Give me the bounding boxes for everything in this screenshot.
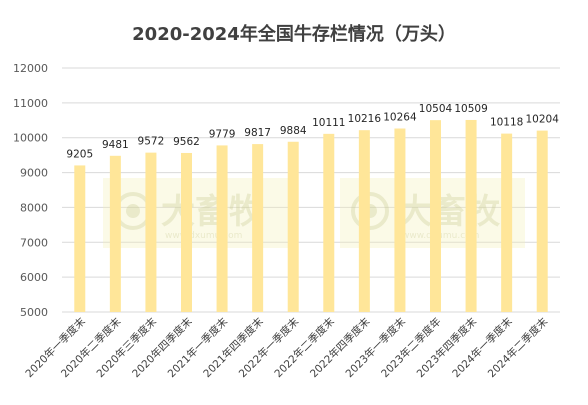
bar: [252, 144, 264, 312]
bar: [394, 128, 406, 312]
bar: [145, 152, 157, 312]
watermark-circle-icon: [351, 192, 389, 230]
x-tick-label: 2022年二季度末: [272, 315, 338, 381]
x-tick-label: 2022年四季度末: [307, 315, 373, 381]
x-tick-label: 2021年四季度末: [201, 315, 267, 381]
bar: [465, 119, 477, 312]
bar: [323, 133, 335, 312]
bar: [358, 130, 370, 312]
x-tick-label: 2020年四季度末: [129, 315, 195, 381]
bar: [287, 141, 299, 312]
y-tick-label: 9000: [20, 167, 48, 180]
x-tick-label: 2020年三季度末: [94, 315, 160, 381]
bar: [74, 165, 86, 312]
data-label: 10204: [526, 114, 560, 126]
bar: [216, 145, 228, 312]
data-label: 10504: [419, 103, 453, 115]
y-tick-label: 5000: [20, 306, 48, 319]
x-axis-ticks: 2020年一季度末2020年二季度末2020年三季度末2020年四季度末2021…: [23, 315, 551, 381]
x-tick-label: 2021年一季度末: [165, 315, 231, 381]
watermark-url: www.dxumu.com: [165, 231, 242, 241]
watermark-brand: 大畜牧: [398, 192, 501, 232]
data-label: 9205: [66, 148, 93, 160]
chart-title: 2020-2024年全国牛存栏情况（万头）: [132, 24, 456, 45]
data-label: 10118: [490, 117, 523, 129]
data-label: 9572: [138, 136, 165, 148]
data-label: 9779: [209, 128, 236, 140]
data-label: 9817: [244, 127, 271, 139]
bar: [109, 155, 121, 312]
y-tick-label: 10000: [13, 132, 48, 145]
data-label: 9562: [173, 136, 200, 148]
y-tick-label: 6000: [20, 271, 48, 284]
data-label: 10264: [383, 112, 417, 124]
x-tick-label: 2024年一季度末: [450, 315, 516, 381]
y-tick-label: 12000: [13, 62, 48, 75]
y-tick-label: 7000: [20, 236, 48, 249]
watermark-dot-icon: [126, 204, 140, 218]
bars: [74, 119, 548, 312]
x-tick-label: 2022年一季度末: [236, 315, 302, 381]
x-tick-label: 2023年二季度年: [378, 315, 443, 380]
x-tick-label: 2023年四季度末: [414, 315, 480, 381]
x-tick-label: 2024年二季度末: [485, 315, 551, 381]
bar: [430, 120, 441, 312]
gridlines: [62, 67, 560, 313]
bar: [181, 152, 192, 312]
y-tick-label: 11000: [13, 97, 48, 110]
x-tick-label: 2020年一季度末: [23, 315, 89, 381]
data-label: 10111: [312, 117, 345, 129]
data-label: 9481: [102, 139, 129, 151]
data-label: 10216: [348, 113, 382, 125]
bar: [536, 130, 548, 312]
data-label: 9884: [280, 125, 307, 137]
bar: [501, 133, 513, 312]
watermark-brand: 大畜牧: [161, 192, 264, 232]
x-tick-label: 2023年一季度末: [343, 315, 409, 381]
x-tick-label: 2020年二季度末: [58, 315, 124, 381]
y-axis-ticks: 5000 6000 7000 8000 9000 10000 11000 12000: [13, 62, 48, 319]
y-tick-label: 8000: [20, 201, 48, 214]
data-label: 10509: [454, 103, 487, 115]
